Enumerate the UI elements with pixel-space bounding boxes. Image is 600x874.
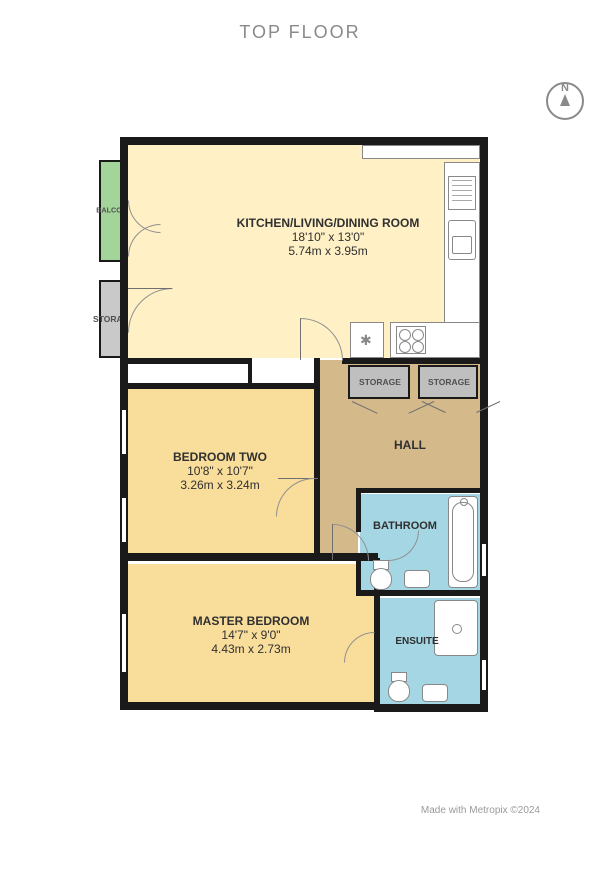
- kitchen-label: KITCHEN/LIVING/DINING ROOM 18'10" x 13'0…: [218, 216, 438, 258]
- storage-hall-2-label: STORAGE: [420, 377, 478, 387]
- wall-outer-right-upper: [480, 137, 488, 591]
- basin-ens-icon: [422, 684, 448, 702]
- wall-kit-bot-left: [120, 358, 252, 364]
- window-ens: [480, 660, 488, 690]
- master-dims-imp: 14'7" x 9'0": [156, 628, 346, 642]
- bed2-dims-imp: 10'8" x 10'7": [140, 464, 300, 478]
- compass: N: [546, 82, 584, 120]
- bed2-name: BEDROOM TWO: [173, 450, 267, 464]
- fridge-snowflake-icon: ✱: [360, 332, 372, 349]
- hall-name: HALL: [394, 438, 426, 452]
- bed2-dims-met: 3.26m x 3.24m: [140, 478, 300, 492]
- window-bath: [480, 544, 488, 576]
- compass-arrow: [560, 94, 570, 106]
- window-bed2-b: [120, 498, 128, 542]
- sink-bowl-icon: [452, 236, 472, 254]
- door-master-leaf: [332, 524, 333, 560]
- master-dims-met: 4.43m x 2.73m: [156, 642, 346, 656]
- master-name: MASTER BEDROOM: [193, 614, 310, 628]
- hob-burner-icon: [412, 329, 424, 341]
- wall-outer-top: [120, 137, 488, 145]
- window-bed2: [120, 410, 128, 454]
- floorplan-canvas: TOP FLOOR N BALCONY STORAGE: [0, 0, 600, 874]
- wall-outer-right-lower: [480, 591, 488, 712]
- bathroom-label: BATHROOM: [362, 520, 448, 532]
- storage-hall-1-label: STORAGE: [350, 377, 410, 387]
- hall-label: HALL: [380, 438, 440, 452]
- bathroom-name: BATHROOM: [373, 520, 437, 532]
- hob-burner-icon: [412, 341, 424, 353]
- wall-bath-ens: [356, 590, 484, 596]
- wall-hall-bath-left2: [356, 558, 361, 594]
- bath-tap-icon: [460, 498, 468, 506]
- page-title: TOP FLOOR: [0, 22, 600, 43]
- ensuite-name: ENSUITE: [395, 636, 438, 647]
- compass-n: N: [561, 82, 569, 94]
- door-storL-leaf: [128, 288, 172, 289]
- wall-hall-bath-left: [356, 488, 361, 532]
- kitchen-counter-top: [362, 145, 480, 159]
- wall-bed2-top: [120, 383, 318, 389]
- credit-text: Made with Metropix ©2024: [421, 805, 540, 816]
- basin-bath-icon: [404, 570, 430, 588]
- wall-bed2-master: [120, 553, 320, 561]
- wall-outer-bottom-right: [374, 704, 488, 712]
- toilet-ens-icon: [388, 672, 410, 702]
- kitchen-dims-imp: 18'10" x 13'0": [218, 230, 438, 244]
- bed2-label: BEDROOM TWO 10'8" x 10'7" 3.26m x 3.24m: [140, 450, 300, 492]
- kitchen-name: KITCHEN/LIVING/DINING ROOM: [237, 216, 420, 230]
- wall-kit-hall: [342, 358, 488, 364]
- master-label: MASTER BEDROOM 14'7" x 9'0" 4.43m x 2.73…: [156, 614, 346, 656]
- toilet-bath-icon: [370, 560, 392, 590]
- hob-burner-icon: [399, 341, 411, 353]
- wall-bed2-top-r: [248, 358, 252, 386]
- shower-drain-icon: [452, 624, 462, 634]
- wall-hall-bath-top: [356, 488, 484, 493]
- ensuite-label: ENSUITE: [384, 636, 450, 647]
- kitchen-dims-met: 5.74m x 3.95m: [218, 244, 438, 258]
- drainer-icon: [448, 176, 476, 210]
- wall-outer-bottom-left: [120, 702, 380, 710]
- hob-burner-icon: [399, 329, 411, 341]
- window-master: [120, 614, 128, 672]
- bathtub-inner-icon: [452, 502, 474, 582]
